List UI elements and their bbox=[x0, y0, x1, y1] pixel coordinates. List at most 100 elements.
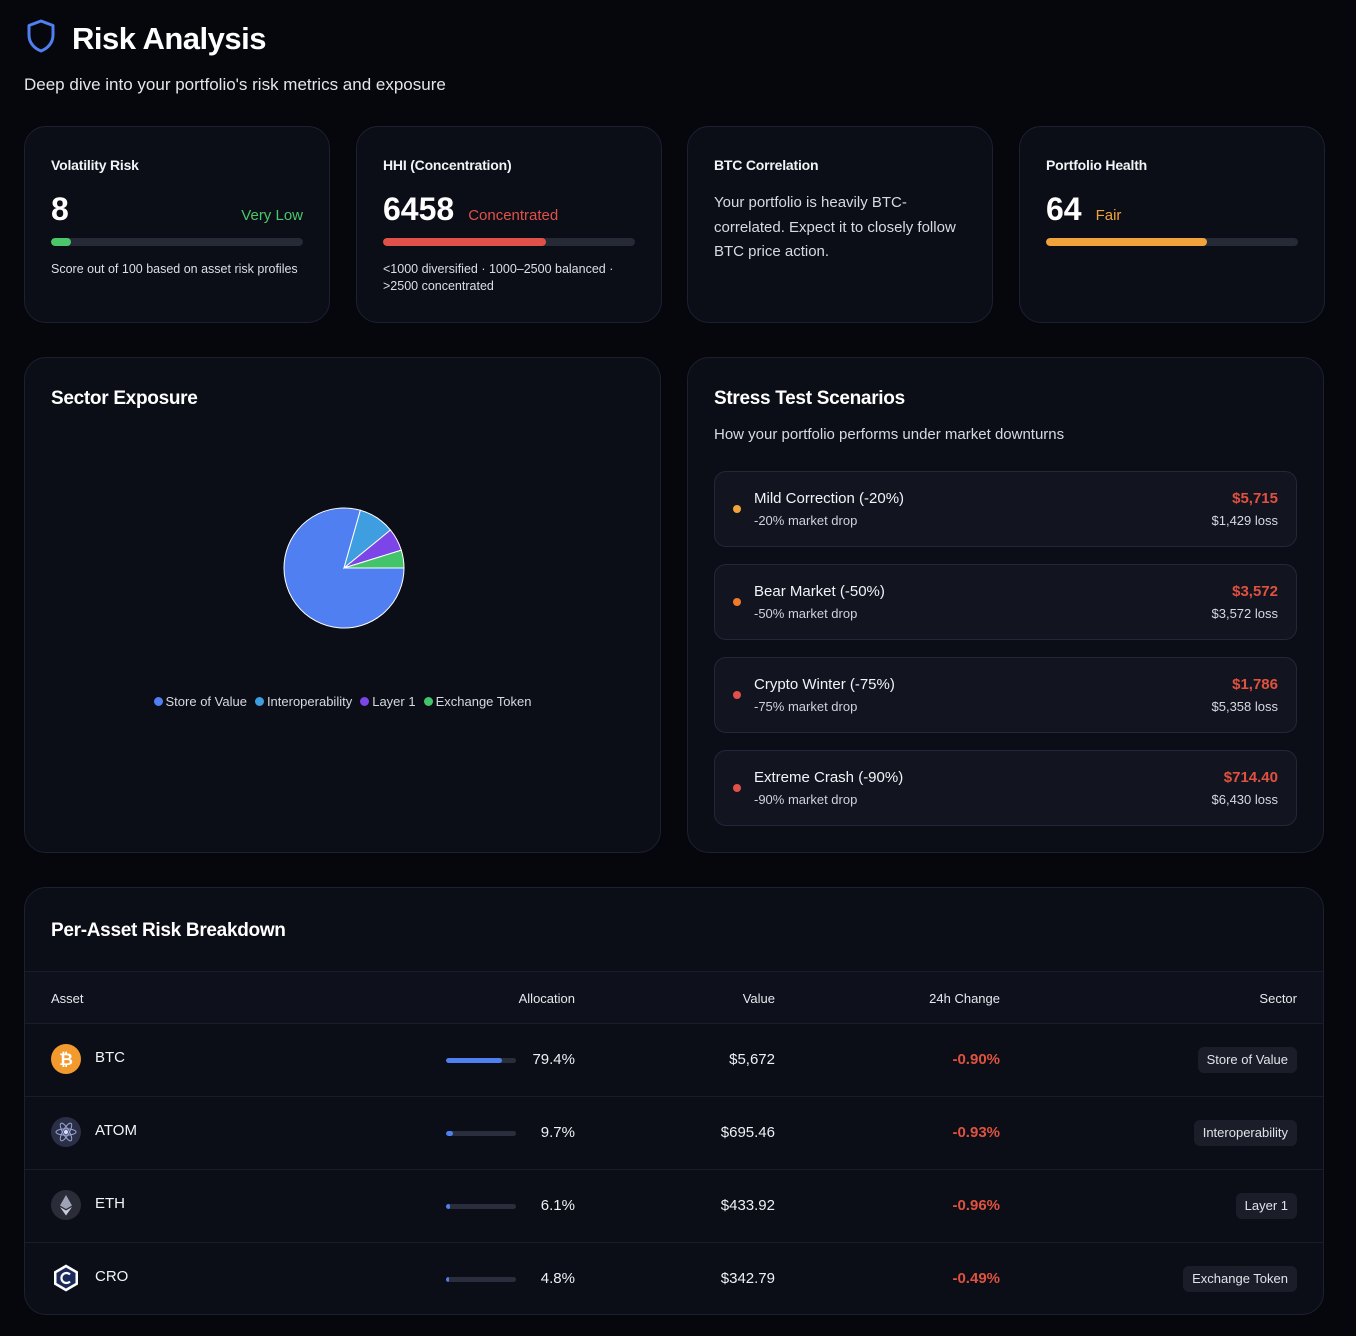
legend-item: Store of Value bbox=[153, 694, 247, 709]
asset-24h-change: -0.93% bbox=[952, 1124, 1000, 1141]
column-header-allocation[interactable]: Allocation bbox=[518, 991, 575, 1006]
stress-test-title: Stress Test Scenarios bbox=[714, 388, 905, 409]
legend-dot bbox=[423, 697, 433, 706]
scenario-name: Crypto Winter (-75%) bbox=[754, 676, 895, 693]
scenario-name: Bear Market (-50%) bbox=[754, 583, 885, 600]
volatility-bar-fill bbox=[51, 238, 72, 246]
allocation-bar bbox=[446, 1204, 516, 1209]
scenario-extreme-crash[interactable]: Extreme Crash (-90%) -90% market drop $7… bbox=[714, 750, 1297, 826]
column-header-24h-change[interactable]: 24h Change bbox=[929, 991, 1000, 1006]
scenario-drop: -90% market drop bbox=[754, 792, 858, 807]
asset-value: $433.92 bbox=[720, 1197, 775, 1214]
hhi-note: <1000 diversified · 1000–2500 balanced ·… bbox=[383, 262, 614, 293]
scenario-loss: $6,430 loss bbox=[1211, 792, 1279, 807]
allocation-bar-fill bbox=[446, 1277, 450, 1282]
risk-breakdown-title: Per-Asset Risk Breakdown bbox=[51, 920, 286, 941]
legend-dot bbox=[254, 697, 264, 706]
column-header-asset[interactable]: Asset bbox=[51, 991, 84, 1006]
health-value: 64 bbox=[1046, 191, 1082, 227]
table-row[interactable]: ETH 6.1% $433.92 -0.96% Layer 1 bbox=[25, 1170, 1323, 1243]
legend-label: Exchange Token bbox=[435, 694, 532, 709]
table-row[interactable]: ₿ BTC 79.4% $5,672 -0.90% Store of Value bbox=[25, 1024, 1323, 1097]
cronos-icon bbox=[51, 1263, 81, 1293]
scenario-value: $714.40 bbox=[1223, 769, 1278, 786]
scenario-dot bbox=[733, 598, 741, 606]
allocation-bar-fill bbox=[446, 1131, 453, 1136]
allocation-bar bbox=[446, 1058, 516, 1063]
allocation-percent: 6.1% bbox=[540, 1197, 575, 1214]
svg-text:₿: ₿ bbox=[59, 1050, 73, 1070]
hhi-bar bbox=[383, 238, 635, 246]
allocation-percent: 79.4% bbox=[532, 1051, 575, 1068]
sector-badge: Layer 1 bbox=[1235, 1193, 1297, 1219]
stress-test-subtitle: How your portfolio performs under market… bbox=[714, 426, 1065, 443]
allocation-bar-fill bbox=[446, 1058, 502, 1063]
legend-dot bbox=[153, 697, 163, 706]
asset-24h-change: -0.96% bbox=[952, 1197, 1000, 1214]
scenario-bear-market[interactable]: Bear Market (-50%) -50% market drop $3,5… bbox=[714, 564, 1297, 640]
scenario-value: $1,786 bbox=[1232, 676, 1278, 693]
legend-item: Exchange Token bbox=[423, 694, 532, 709]
scenario-dot bbox=[733, 505, 741, 513]
health-label: Portfolio Health bbox=[1046, 157, 1148, 173]
legend-item: Layer 1 bbox=[360, 694, 416, 709]
asset-name: BTC bbox=[95, 1049, 125, 1066]
scenario-loss: $1,429 loss bbox=[1211, 513, 1279, 528]
scenario-value: $3,572 bbox=[1232, 583, 1278, 600]
allocation-percent: 4.8% bbox=[540, 1270, 575, 1287]
legend-dot bbox=[360, 697, 370, 706]
ethereum-icon bbox=[51, 1190, 81, 1220]
btc-correlation-card: BTC Correlation Your portfolio is heavil… bbox=[687, 126, 993, 323]
stress-test-card: Stress Test Scenarios How your portfolio… bbox=[687, 357, 1324, 853]
cosmos-icon bbox=[51, 1117, 81, 1147]
scenario-loss: $3,572 loss bbox=[1211, 606, 1279, 621]
legend-label: Store of Value bbox=[165, 694, 247, 709]
portfolio-health-card: Portfolio Health 64 Fair bbox=[1019, 126, 1325, 323]
volatility-risk-card: Volatility Risk 8 Very Low Score out of … bbox=[24, 126, 330, 323]
hhi-label: HHI (Concentration) bbox=[383, 157, 512, 173]
scenario-drop: -50% market drop bbox=[754, 606, 858, 621]
sector-badge: Interoperability bbox=[1193, 1120, 1297, 1146]
allocation-bar bbox=[446, 1131, 516, 1136]
scenario-dot bbox=[733, 784, 741, 792]
health-status: Fair bbox=[1095, 207, 1122, 224]
health-bar bbox=[1046, 238, 1298, 246]
hhi-bar-fill bbox=[383, 238, 546, 246]
volatility-status: Very Low bbox=[241, 207, 303, 224]
bitcoin-icon: ₿ bbox=[51, 1044, 81, 1074]
allocation-bar bbox=[446, 1277, 516, 1282]
table-row[interactable]: CRO 4.8% $342.79 -0.49% Exchange Token bbox=[25, 1243, 1323, 1316]
hhi-status: Concentrated bbox=[468, 207, 559, 224]
asset-value: $342.79 bbox=[720, 1270, 775, 1287]
column-header-value[interactable]: Value bbox=[742, 991, 775, 1006]
scenario-value: $5,715 bbox=[1232, 490, 1278, 507]
scenario-name: Mild Correction (-20%) bbox=[754, 490, 905, 507]
column-header-sector[interactable]: Sector bbox=[1259, 991, 1297, 1006]
volatility-label: Volatility Risk bbox=[51, 157, 139, 173]
scenario-loss: $5,358 loss bbox=[1211, 699, 1279, 714]
shield-icon bbox=[24, 18, 58, 59]
scenario-mild-correction[interactable]: Mild Correction (-20%) -20% market drop … bbox=[714, 471, 1297, 547]
legend-label: Layer 1 bbox=[372, 694, 416, 709]
scenario-drop: -20% market drop bbox=[754, 513, 858, 528]
scenario-crypto-winter[interactable]: Crypto Winter (-75%) -75% market drop $1… bbox=[714, 657, 1297, 733]
health-bar-fill bbox=[1046, 238, 1208, 246]
volatility-note: Score out of 100 based on asset risk pro… bbox=[51, 262, 298, 276]
pie-slice-exchange-token[interactable] bbox=[343, 549, 405, 569]
scenario-dot bbox=[733, 691, 741, 699]
legend-label: Interoperability bbox=[266, 694, 353, 709]
asset-name: ETH bbox=[95, 1195, 125, 1212]
asset-name: ATOM bbox=[95, 1122, 137, 1139]
page-title: Risk Analysis bbox=[72, 20, 266, 56]
sector-badge: Exchange Token bbox=[1183, 1266, 1297, 1292]
asset-name: CRO bbox=[95, 1268, 129, 1285]
scenario-name: Extreme Crash (-90%) bbox=[754, 769, 904, 786]
sector-legend: Store of Value Interoperability Layer 1 … bbox=[25, 694, 660, 709]
sector-badge: Store of Value bbox=[1197, 1047, 1297, 1073]
asset-24h-change: -0.49% bbox=[952, 1270, 1000, 1287]
sector-pie-chart bbox=[282, 506, 406, 630]
allocation-percent: 9.7% bbox=[540, 1124, 575, 1141]
table-row[interactable]: ATOM 9.7% $695.46 -0.93% Interoperabilit… bbox=[25, 1097, 1323, 1170]
asset-value: $695.46 bbox=[720, 1124, 775, 1141]
legend-item: Interoperability bbox=[254, 694, 353, 709]
